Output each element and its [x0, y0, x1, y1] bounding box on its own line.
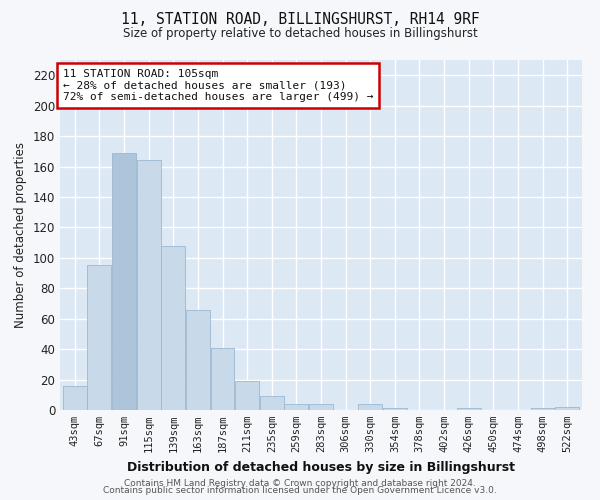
- Bar: [186, 310, 210, 410]
- Bar: [555, 407, 579, 410]
- Text: Size of property relative to detached houses in Billingshurst: Size of property relative to detached ho…: [122, 28, 478, 40]
- Bar: [383, 408, 407, 410]
- Bar: [284, 404, 308, 410]
- Bar: [161, 246, 185, 410]
- Bar: [358, 404, 382, 410]
- Bar: [137, 160, 161, 410]
- Bar: [309, 404, 333, 410]
- Bar: [88, 266, 112, 410]
- Text: Contains public sector information licensed under the Open Government Licence v3: Contains public sector information licen…: [103, 486, 497, 495]
- Bar: [457, 408, 481, 410]
- Bar: [211, 348, 235, 410]
- Bar: [260, 396, 284, 410]
- Text: Contains HM Land Registry data © Crown copyright and database right 2024.: Contains HM Land Registry data © Crown c…: [124, 478, 476, 488]
- X-axis label: Distribution of detached houses by size in Billingshurst: Distribution of detached houses by size …: [127, 460, 515, 473]
- Bar: [530, 408, 554, 410]
- Bar: [112, 153, 136, 410]
- Bar: [235, 381, 259, 410]
- Text: 11, STATION ROAD, BILLINGSHURST, RH14 9RF: 11, STATION ROAD, BILLINGSHURST, RH14 9R…: [121, 12, 479, 28]
- Bar: [63, 386, 87, 410]
- Text: 11 STATION ROAD: 105sqm
← 28% of detached houses are smaller (193)
72% of semi-d: 11 STATION ROAD: 105sqm ← 28% of detache…: [62, 68, 373, 102]
- Y-axis label: Number of detached properties: Number of detached properties: [14, 142, 27, 328]
